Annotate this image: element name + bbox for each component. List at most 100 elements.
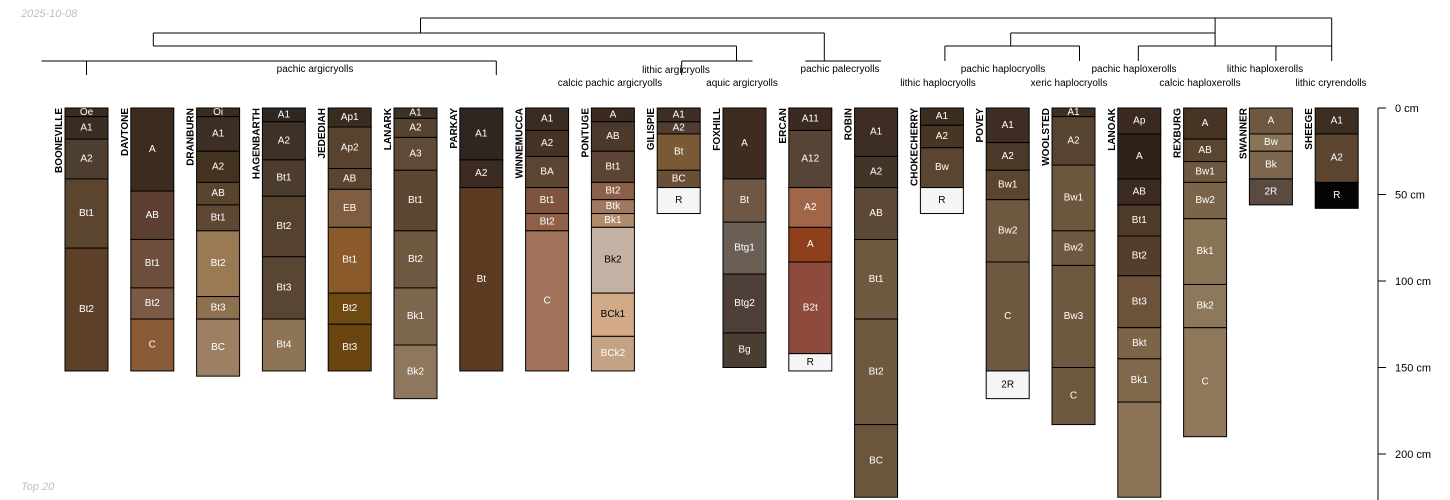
horizon-bw2[interactable] bbox=[1183, 181, 1228, 220]
horizon-a1[interactable] bbox=[459, 107, 504, 161]
horizon-label: Bw2 bbox=[1195, 195, 1215, 206]
horizon-a2[interactable] bbox=[459, 159, 504, 189]
horizon-eb[interactable] bbox=[327, 188, 372, 228]
horizon-a2[interactable] bbox=[854, 155, 899, 189]
horizon-a1[interactable] bbox=[196, 116, 241, 152]
horizon-a[interactable] bbox=[788, 226, 833, 263]
horizon-c[interactable] bbox=[1051, 367, 1096, 426]
horizon-label: Bt1 bbox=[276, 173, 291, 184]
horizon-label: 2R bbox=[1001, 379, 1014, 390]
horizon-r[interactable] bbox=[919, 187, 964, 215]
horizon-bt1[interactable] bbox=[130, 238, 175, 289]
horizon-a3[interactable] bbox=[393, 136, 438, 171]
horizon-bt[interactable] bbox=[459, 187, 504, 372]
horizon-ab[interactable] bbox=[130, 190, 175, 240]
horizon-c[interactable] bbox=[130, 318, 175, 372]
horizon-bt3[interactable] bbox=[261, 256, 306, 320]
horizon-ap[interactable] bbox=[1117, 107, 1162, 135]
group-label: calcic haploxerolls bbox=[1159, 78, 1240, 89]
horizon-a[interactable] bbox=[1248, 107, 1293, 135]
horizon-a12[interactable] bbox=[788, 129, 833, 189]
horizon-bt1[interactable] bbox=[525, 187, 570, 215]
depth-tick-label: 100 cm bbox=[1395, 276, 1431, 288]
horizon-bt2[interactable] bbox=[130, 287, 175, 320]
horizon-bk2[interactable] bbox=[590, 226, 635, 294]
horizon-bt2[interactable] bbox=[261, 195, 306, 258]
horizon-bw2[interactable] bbox=[1051, 230, 1096, 266]
profile-name-label: LANOAK bbox=[1107, 107, 1118, 151]
horizon-a2[interactable] bbox=[985, 142, 1030, 171]
horizon-label: Bt3 bbox=[276, 282, 291, 293]
horizon-bt1[interactable] bbox=[196, 204, 241, 232]
horizon-2r[interactable] bbox=[985, 370, 1030, 400]
horizon-bw2[interactable] bbox=[985, 199, 1030, 263]
horizon-bt1[interactable] bbox=[854, 238, 899, 320]
horizon-unnamed[interactable] bbox=[1117, 401, 1162, 498]
horizon-bg[interactable] bbox=[722, 332, 767, 368]
horizon-bt1[interactable] bbox=[327, 226, 372, 294]
horizon-2r[interactable] bbox=[1248, 178, 1293, 206]
horizon-label: A11 bbox=[802, 114, 819, 125]
horizon-a[interactable] bbox=[1183, 107, 1228, 140]
horizon-ba[interactable] bbox=[525, 155, 570, 189]
horizon-bt3[interactable] bbox=[327, 323, 372, 372]
horizon-label: AB bbox=[869, 208, 883, 219]
horizon-label: BC bbox=[869, 455, 883, 466]
horizon-a2[interactable] bbox=[196, 150, 241, 183]
horizon-bw3[interactable] bbox=[1051, 264, 1096, 368]
horizon-c[interactable] bbox=[985, 261, 1030, 372]
horizon-label: A1 bbox=[80, 122, 93, 133]
horizon-label: AB bbox=[146, 210, 160, 221]
horizon-bk2[interactable] bbox=[393, 344, 438, 400]
horizon-ap2[interactable] bbox=[327, 126, 372, 170]
horizon-bt2[interactable] bbox=[196, 230, 241, 298]
horizon-bt[interactable] bbox=[722, 178, 767, 223]
horizon-r[interactable] bbox=[788, 353, 833, 372]
horizon-label: A bbox=[1268, 115, 1275, 126]
horizon-bt1[interactable] bbox=[1117, 204, 1162, 237]
horizon-bt3[interactable] bbox=[1117, 275, 1162, 329]
horizon-bw1[interactable] bbox=[1051, 164, 1096, 232]
horizon-c[interactable] bbox=[525, 230, 570, 372]
horizon-r[interactable] bbox=[656, 187, 701, 215]
horizon-bt2[interactable] bbox=[327, 292, 372, 325]
horizon-bt4[interactable] bbox=[261, 318, 306, 372]
horizon-bck2[interactable] bbox=[590, 335, 635, 372]
horizon-label: Bk2 bbox=[604, 255, 622, 266]
horizon-label: Bt bbox=[740, 195, 750, 206]
horizon-bc[interactable] bbox=[196, 318, 241, 377]
horizon-label: C bbox=[1004, 311, 1011, 322]
horizon-ab[interactable] bbox=[590, 121, 635, 152]
horizon-a2[interactable] bbox=[261, 121, 306, 161]
horizon-btg1[interactable] bbox=[722, 221, 767, 275]
horizon-label: C bbox=[1070, 391, 1077, 402]
horizon-bw[interactable] bbox=[919, 147, 964, 189]
horizon-r[interactable] bbox=[1314, 181, 1359, 209]
profile-name-label: HAGENBARTH bbox=[251, 108, 262, 179]
horizon-a[interactable] bbox=[130, 107, 175, 192]
horizon-bt2[interactable] bbox=[64, 247, 109, 372]
horizon-a[interactable] bbox=[1117, 133, 1162, 180]
horizon-btg2[interactable] bbox=[722, 273, 767, 334]
horizon-a2[interactable] bbox=[1314, 133, 1359, 183]
horizon-bt2[interactable] bbox=[1117, 235, 1162, 277]
horizon-ab[interactable] bbox=[854, 187, 899, 240]
horizon-label: Ap bbox=[1133, 115, 1146, 126]
horizon-label: BC bbox=[211, 342, 225, 353]
horizon-bc[interactable] bbox=[854, 424, 899, 498]
horizon-bk1[interactable] bbox=[1117, 358, 1162, 403]
horizon-c[interactable] bbox=[1183, 327, 1228, 438]
horizon-bk2[interactable] bbox=[1183, 283, 1228, 329]
horizon-ab[interactable] bbox=[1117, 178, 1162, 206]
horizon-bt1[interactable] bbox=[393, 169, 438, 232]
horizon-bt2[interactable] bbox=[854, 318, 899, 426]
horizon-bt2[interactable] bbox=[393, 230, 438, 289]
horizon-bkt[interactable] bbox=[1117, 327, 1162, 360]
horizon-label: Bt2 bbox=[211, 258, 226, 269]
horizon-label: Bk2 bbox=[1196, 301, 1214, 312]
horizon-label: R bbox=[938, 195, 945, 206]
dendrogram bbox=[41, 17, 1333, 75]
profile-robin: A1 A2 AB Bt1 Bt2 BC ROBIN bbox=[844, 107, 899, 498]
horizon-label: A2 bbox=[212, 161, 225, 172]
horizon-bt[interactable] bbox=[656, 133, 701, 171]
